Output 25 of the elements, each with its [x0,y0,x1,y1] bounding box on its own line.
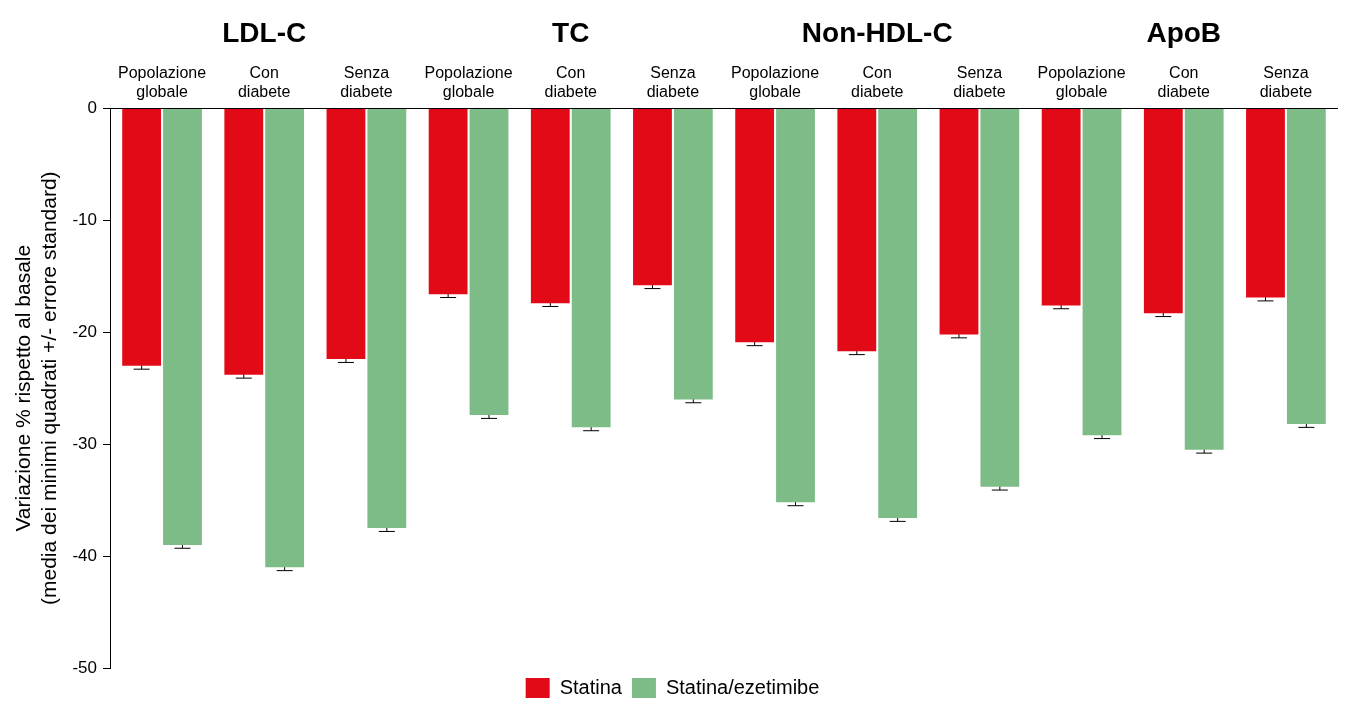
x-tick-label: Popolazione globale [118,64,207,101]
y-tick-label: -40 [72,545,97,565]
y-tick-label: -50 [72,657,97,677]
text: Non-HDL-C [801,16,953,48]
x-tick-label: Con diabete [544,64,598,101]
x-tick-label: Popolazione globale [731,64,820,101]
y-tick-label: -20 [72,321,97,341]
y-tick-label: 0 [87,98,97,118]
x-tick-label: Popolazione globale [424,64,513,101]
x-tick-label: Senza diabete [953,64,1006,101]
text: ApoB [1146,16,1222,48]
y-tick-label: -10 [72,210,97,230]
x-tick-label: Senza diabete [1259,64,1313,101]
legend-label: Statina/ezetimibe [665,675,820,698]
x-tick-label: Con diabete [850,64,904,101]
text: TC [552,16,590,48]
y-tick-label: -30 [72,433,97,453]
x-tick-label: Con diabete [237,64,291,101]
text: LDL-C [222,16,307,48]
x-tick-label: Popolazione globale [1037,64,1126,101]
x-tick-label: Senza diabete [646,64,700,101]
x-tick-label: Senza diabete [340,64,393,101]
y-axis-title: Variazione % rispetto al basale (media dei minimi quadrati +/- errore standard) [11,171,60,605]
x-tick-label: Con diabete [1157,64,1211,101]
legend-label: Statina [559,675,623,698]
